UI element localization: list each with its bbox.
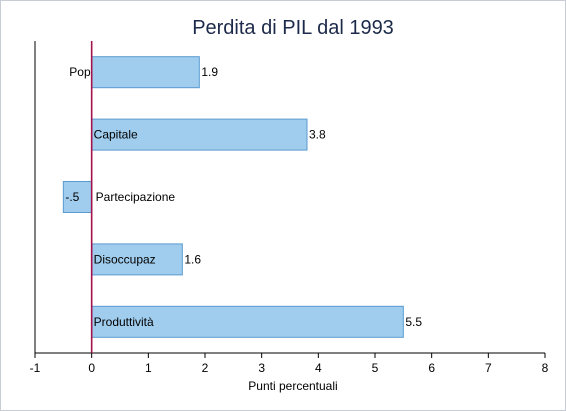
x-tick-label: 6 [428, 361, 435, 375]
x-tick-label: 0 [88, 361, 95, 375]
bar [91, 243, 183, 276]
bar [91, 305, 404, 338]
x-tick-label: -1 [30, 361, 41, 375]
x-tick-label: 5 [372, 361, 379, 375]
bar-category-label: Pop [69, 65, 91, 79]
bar-value-label: 1.9 [201, 65, 218, 79]
chart-title: Perdita di PIL dal 1993 [192, 17, 394, 39]
x-tick-label: 1 [145, 361, 152, 375]
bar-value-label: 1.6 [184, 252, 201, 266]
x-axis-title: Punti percentuali [248, 379, 337, 393]
bar-value-label: 3.8 [309, 128, 326, 142]
bar-category-label: Produttività [94, 315, 154, 329]
bar [91, 56, 200, 89]
bar-category-label: Capitale [94, 128, 138, 142]
x-tick-label: 3 [258, 361, 265, 375]
x-tick-label: 8 [542, 361, 549, 375]
plot-area: -1 0 1 2 3 4 5 6 7 8 Pop 1.9 Capitale 3.8 Partecipazio… [30, 41, 549, 375]
bar-category-label: Disoccupaz [94, 252, 156, 266]
bar-value-label: -.5 [65, 190, 79, 204]
bar-value-label: 5.5 [405, 315, 422, 329]
bar [62, 181, 93, 213]
x-tick-label: 2 [202, 361, 209, 375]
x-tick-label: 7 [485, 361, 492, 375]
bar-category-label: Partecipazione [96, 190, 176, 204]
bar [91, 118, 308, 151]
x-tick-label: 4 [315, 361, 322, 375]
